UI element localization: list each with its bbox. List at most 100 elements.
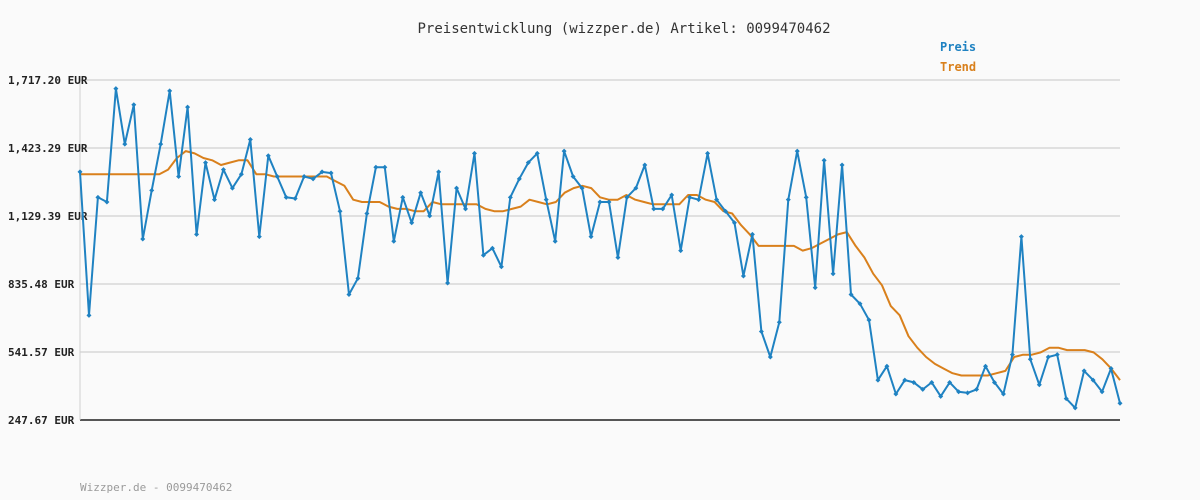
data-point: [167, 88, 173, 94]
data-point: [642, 162, 648, 168]
data-point: [158, 141, 164, 147]
data-point: [696, 197, 702, 203]
legend-entry-trend: Trend: [940, 60, 976, 74]
data-point: [328, 170, 334, 176]
data-point: [301, 174, 307, 180]
data-point: [373, 164, 379, 170]
data-point: [480, 252, 486, 258]
data-point: [687, 194, 693, 200]
data-point: [929, 379, 935, 385]
data-point: [498, 264, 504, 270]
data-point: [669, 192, 675, 198]
data-point: [866, 317, 872, 323]
series-trend: [80, 150, 1121, 381]
data-point: [705, 150, 711, 156]
data-point: [1099, 389, 1105, 395]
data-point: [1081, 368, 1087, 374]
data-point: [454, 185, 460, 191]
data-point: [1036, 382, 1042, 388]
data-point: [194, 231, 200, 237]
data-point: [1054, 352, 1060, 358]
data-point: [561, 148, 567, 154]
data-point: [1090, 377, 1096, 383]
data-point: [767, 354, 773, 360]
data-point: [534, 150, 540, 156]
data-point: [803, 194, 809, 200]
y-tick-label: 1,717.20 EUR: [8, 74, 88, 87]
data-point: [203, 160, 209, 166]
data-point: [176, 174, 182, 180]
data-point: [884, 363, 890, 369]
legend: Preis Trend: [940, 40, 976, 74]
data-point: [1108, 366, 1114, 372]
data-point: [875, 377, 881, 383]
data-point: [525, 160, 531, 166]
data-point: [776, 319, 782, 325]
data-point: [418, 190, 424, 196]
data-point: [633, 185, 639, 191]
data-point: [983, 363, 989, 369]
data-point: [337, 208, 343, 214]
data-point: [274, 174, 280, 180]
data-point: [292, 196, 298, 202]
data-point: [220, 167, 226, 173]
data-point: [552, 238, 558, 244]
series-layer: [77, 86, 1123, 411]
y-tick-label: 541.57 EUR: [8, 346, 75, 359]
data-point: [310, 176, 316, 182]
data-point: [445, 280, 451, 286]
data-point: [579, 185, 585, 191]
data-point: [812, 285, 818, 291]
data-point: [624, 194, 630, 200]
data-point: [938, 393, 944, 399]
data-point: [409, 220, 415, 226]
y-tick-label: 835.48 EUR: [8, 278, 75, 291]
data-point: [283, 194, 289, 200]
data-point: [974, 386, 980, 392]
data-point: [893, 391, 899, 397]
data-point: [86, 312, 92, 318]
data-point: [606, 199, 612, 205]
data-point: [947, 379, 953, 385]
data-point: [256, 234, 262, 240]
data-point: [131, 102, 137, 108]
data-point: [965, 390, 971, 396]
data-point: [471, 150, 477, 156]
data-point: [830, 271, 836, 277]
data-point: [211, 197, 217, 203]
data-point: [95, 194, 101, 200]
data-point: [848, 292, 854, 298]
data-point: [570, 174, 576, 180]
data-point: [660, 206, 666, 212]
data-point: [427, 213, 433, 219]
y-tick-label: 1,423.29 EUR: [8, 142, 88, 155]
data-point: [355, 275, 361, 281]
data-point: [1018, 234, 1024, 240]
data-point: [920, 386, 926, 392]
data-point: [857, 301, 863, 307]
data-point: [821, 157, 827, 163]
data-point: [740, 273, 746, 279]
data-point: [758, 329, 764, 335]
data-point: [588, 234, 594, 240]
data-point: [149, 187, 155, 193]
data-point: [543, 197, 549, 203]
data-point: [678, 248, 684, 254]
data-point: [346, 292, 352, 298]
y-tick-label: 1,129.39 EUR: [8, 210, 88, 223]
data-point: [391, 238, 397, 244]
data-point: [651, 206, 657, 212]
data-point: [615, 255, 621, 261]
data-point: [364, 211, 370, 217]
data-point: [785, 197, 791, 203]
data-point: [911, 379, 917, 385]
data-point: [238, 171, 244, 177]
data-point: [1117, 400, 1123, 406]
data-point: [507, 194, 513, 200]
data-point: [731, 220, 737, 226]
data-point: [723, 208, 729, 214]
data-point: [597, 199, 603, 205]
data-point: [839, 162, 845, 168]
data-point: [1072, 405, 1078, 411]
grid-lines: [79, 76, 1120, 421]
